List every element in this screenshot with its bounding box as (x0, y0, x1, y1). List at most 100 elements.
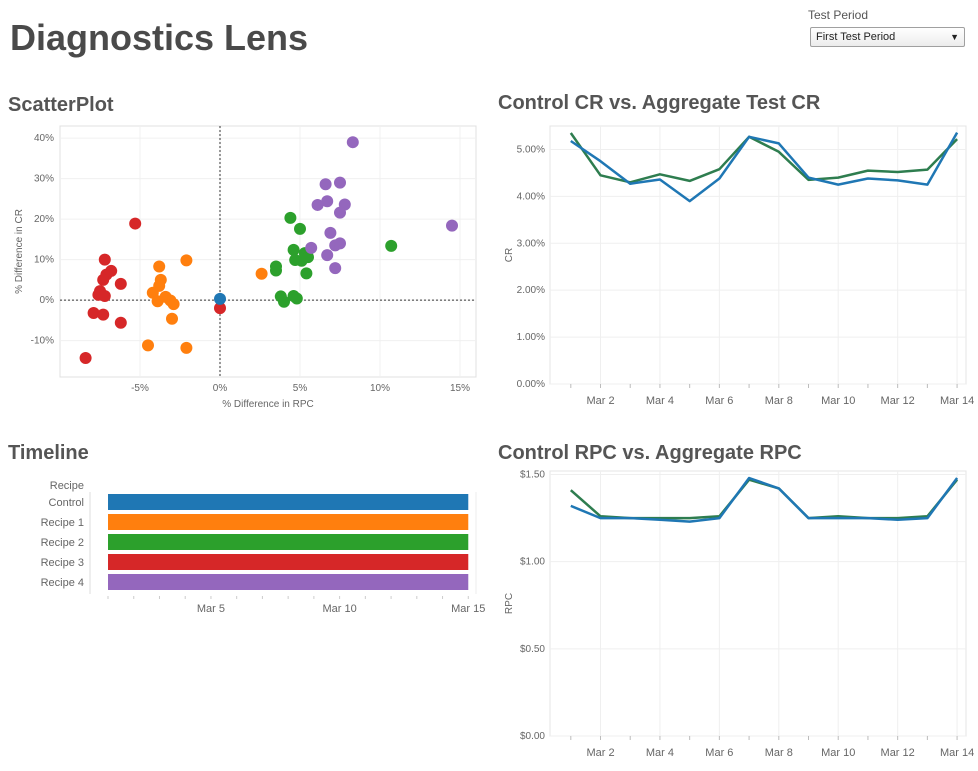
timeline-bar[interactable] (108, 554, 469, 570)
plot-area (549, 125, 967, 385)
scatter-point[interactable] (446, 219, 458, 232)
timeline-row-label: Recipe 1 (41, 517, 84, 529)
scatter-point[interactable] (270, 264, 282, 277)
timeline-bar[interactable] (108, 494, 469, 510)
series-line-1[interactable] (570, 476, 959, 523)
series-line-0[interactable] (569, 478, 959, 520)
x-tick-label: Mar 10 (821, 747, 855, 759)
y-tick-label: -10% (31, 336, 54, 347)
x-tick-label: Mar 6 (705, 395, 733, 407)
timeline-chart[interactable]: Recipe Control Recipe 1 Recipe 2 Recipe 3 Rec… (0, 470, 490, 620)
scatter-point[interactable] (98, 253, 111, 266)
series-line-1[interactable] (570, 131, 959, 203)
scatter-point[interactable] (287, 243, 300, 256)
x-tick-label: 5% (293, 383, 308, 394)
scatter-plot[interactable]: -5% 0% 5% 10% 15% -10% 0% 10% 20% 30% 40% % Differe… (0, 120, 490, 420)
rpc-section-title: Control RPC vs. Aggregate RPC (498, 442, 802, 464)
x-tick-label: 10% (370, 383, 390, 394)
scatter-point[interactable] (346, 136, 359, 149)
scatter-point[interactable] (290, 292, 303, 305)
scatter-point[interactable] (97, 308, 110, 321)
scatter-point[interactable] (334, 237, 346, 250)
y-tick-label: 40% (34, 133, 54, 144)
y-tick-label: 5.00% (517, 144, 545, 155)
y-axis-label: % Difference in CR (14, 209, 25, 294)
scatter-point[interactable] (284, 211, 297, 224)
cr-section-title: Control CR vs. Aggregate Test CR (498, 92, 821, 114)
y-tick-label: $0.50 (520, 644, 545, 655)
scatter-point[interactable] (311, 198, 324, 211)
scatter-point[interactable] (167, 298, 180, 311)
scatter-point[interactable] (98, 290, 111, 303)
x-tick-label: Mar 2 (586, 747, 614, 759)
timeline-row-label: Recipe 2 (41, 537, 84, 549)
scatter-point[interactable] (214, 292, 226, 305)
scatter-point[interactable] (214, 302, 226, 315)
scatter-point[interactable] (255, 267, 268, 280)
x-axis-label: % Difference in RPC (222, 399, 314, 410)
x-tick-label: 0% (213, 383, 228, 394)
scatter-point[interactable] (385, 239, 398, 252)
scatter-point[interactable] (324, 226, 337, 239)
y-tick-label: 1.00% (517, 332, 545, 343)
y-tick-label: 3.00% (517, 238, 545, 249)
scatter-point[interactable] (300, 267, 313, 280)
series-line-0[interactable] (569, 132, 958, 184)
x-tick-label: Mar 6 (705, 747, 733, 759)
y-tick-label: 20% (34, 214, 54, 225)
timeline-tick-label: Mar 15 (451, 603, 485, 615)
chevron-down-icon[interactable]: ▼ (950, 32, 959, 42)
scatter-point[interactable] (294, 222, 306, 235)
scatter-point[interactable] (166, 312, 178, 325)
scatter-point[interactable] (302, 251, 314, 264)
timeline-tick-label: Mar 10 (322, 603, 356, 615)
test-period-dropdown[interactable]: First Test Period ▼ (810, 27, 965, 47)
scatter-point[interactable] (321, 249, 334, 262)
timeline-tick-label: Mar 5 (197, 603, 225, 615)
timeline-axis-label: Recipe (50, 480, 84, 492)
scatter-point[interactable] (153, 260, 166, 273)
scatter-point[interactable] (329, 262, 342, 275)
y-axis-label: RPC (504, 593, 515, 614)
scatter-point[interactable] (97, 273, 110, 286)
scatter-point[interactable] (305, 241, 318, 254)
y-axis-label: CR (504, 248, 515, 262)
page-title: Diagnostics Lens (10, 17, 309, 58)
x-tick-label: Mar 10 (821, 395, 855, 407)
y-tick-label: $1.00 (520, 557, 545, 568)
test-period-label: Test Period (808, 8, 869, 22)
x-tick-label: -5% (131, 383, 149, 394)
scatter-point[interactable] (180, 254, 193, 267)
cr-line-chart[interactable]: 0.00% 1.00% 2.00% 3.00% 4.00% 5.00% Mar 2 Mar 4… (490, 120, 978, 420)
scatter-point[interactable] (151, 295, 164, 308)
scatter-point[interactable] (142, 339, 154, 352)
rpc-line-chart[interactable]: $0.00 $0.50 $1.00 $1.50 Mar 2 Mar 4 Mar 6 Mar 8… (490, 465, 978, 765)
scatter-point[interactable] (129, 217, 142, 230)
timeline-section-title: Timeline (8, 442, 89, 464)
timeline-bar[interactable] (108, 534, 469, 550)
y-tick-label: 0.00% (517, 379, 545, 390)
y-tick-label: 0% (40, 295, 55, 306)
scatter-point[interactable] (321, 195, 334, 208)
scatter-point[interactable] (319, 178, 332, 191)
scatter-point[interactable] (334, 176, 346, 189)
scatter-point[interactable] (79, 351, 92, 364)
x-tick-label: Mar 12 (881, 747, 915, 759)
scatter-point[interactable] (334, 206, 346, 219)
timeline-bar[interactable] (108, 574, 469, 590)
timeline-row-label: Recipe 3 (41, 557, 84, 569)
y-tick-label: 10% (34, 255, 54, 266)
scatter-point[interactable] (114, 316, 127, 329)
x-tick-label: Mar 14 (940, 747, 974, 759)
x-tick-label: Mar 8 (765, 747, 793, 759)
x-tick-label: Mar 2 (586, 395, 614, 407)
scatter-point[interactable] (87, 307, 100, 320)
scatter-point[interactable] (114, 277, 127, 290)
scatter-point[interactable] (180, 341, 193, 354)
scatter-point[interactable] (278, 295, 290, 308)
timeline-bar[interactable] (108, 514, 469, 530)
scatter-section-title: ScatterPlot (8, 94, 114, 116)
timeline-row-label: Control (49, 497, 84, 509)
plot-area (549, 470, 967, 737)
x-tick-label: Mar 12 (881, 395, 915, 407)
